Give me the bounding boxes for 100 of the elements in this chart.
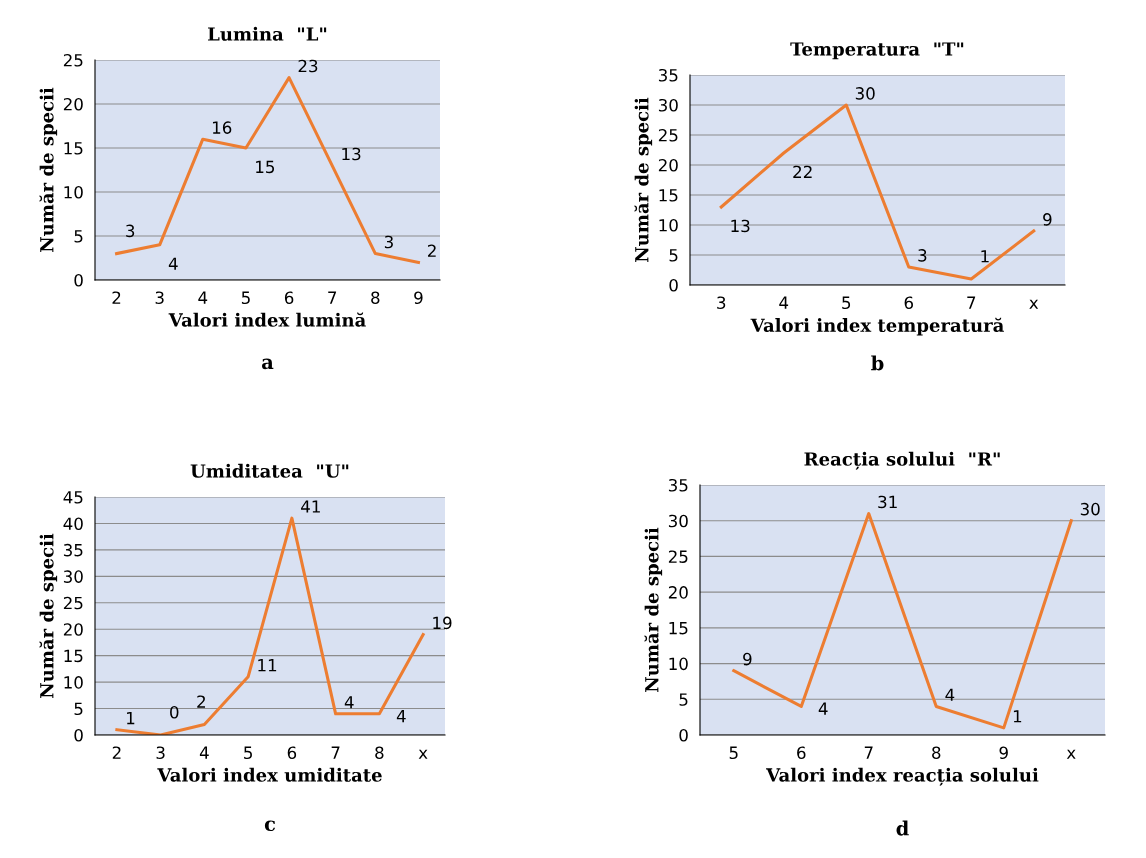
y-tick-label: 25	[63, 53, 83, 67]
x-tick-label: 5	[244, 746, 252, 760]
y-tick-label: 0	[74, 273, 83, 287]
y-tick-label: 25	[658, 128, 678, 142]
x-tick-label: 5	[842, 296, 851, 310]
y-tick-label: 20	[63, 623, 83, 636]
y-tick-label: 35	[63, 543, 83, 557]
text: c	[264, 820, 276, 832]
y-tick-label: 30	[668, 514, 688, 528]
data-label: 30	[1080, 502, 1100, 516]
data-label: 4	[945, 688, 955, 701]
y-tick-label: 10	[64, 676, 83, 689]
x-tick-label: 6	[287, 746, 297, 760]
chart-title: Temperatura "T"	[790, 42, 964, 60]
y-tick-label: 35	[658, 68, 678, 82]
text: d	[896, 820, 909, 836]
y-tick-label: 0	[679, 728, 688, 742]
y-tick-label: 20	[658, 158, 678, 172]
y-axis-title: Număr de specii	[39, 533, 58, 699]
x-tick-label: 6	[904, 296, 913, 310]
y-tick-label: 0	[669, 278, 678, 292]
x-tick-label: x	[1029, 299, 1039, 309]
y-tick-label: 15	[659, 189, 678, 202]
y-axis-title: Număr de specii	[634, 97, 653, 263]
y-tick-label: 5	[74, 230, 83, 243]
y-tick-label: 30	[658, 98, 678, 112]
x-tick-label: 4	[199, 746, 209, 759]
data-label: 2	[427, 244, 436, 257]
y-tick-label: 10	[64, 185, 83, 199]
data-label: 41	[301, 500, 320, 513]
x-tick-label: 3	[156, 746, 165, 760]
y-tick-label: 10	[669, 657, 688, 671]
data-label: 13	[342, 147, 361, 161]
x-tick-label: 6	[797, 746, 806, 760]
chart-title: Lumina "L"	[208, 26, 327, 41]
data-label: 3	[126, 224, 135, 238]
chart-title: Reacția solului "R"	[804, 451, 1000, 470]
x-axis-title: Valori index umiditate	[157, 767, 382, 782]
y-tick-label: 30	[63, 570, 83, 583]
x-axis-title: Valori index temperatură	[750, 317, 1004, 336]
data-label: 16	[212, 121, 232, 134]
x-axis-title: Valori index lumină	[168, 312, 366, 327]
data-label: 4	[818, 702, 828, 715]
y-tick-label: 45	[63, 491, 83, 504]
data-label: 3	[384, 235, 393, 249]
data-label: 4	[344, 696, 354, 709]
x-tick-label: 4	[198, 291, 208, 304]
y-tick-label: 15	[64, 142, 83, 155]
x-tick-label: 7	[331, 746, 340, 759]
x-tick-label: 9	[999, 746, 1008, 760]
y-tick-label: 5	[679, 693, 688, 706]
data-label: 4	[168, 257, 178, 270]
y-tick-label: 5	[669, 249, 678, 262]
x-tick-label: 7	[967, 296, 976, 309]
y-tick-label: 0	[74, 728, 83, 742]
text: b	[871, 355, 884, 371]
x-tick-label: 5	[729, 746, 738, 760]
x-tick-label: 8	[371, 291, 380, 305]
y-tick-label: 20	[63, 97, 83, 111]
text: a	[262, 358, 274, 370]
y-tick-label: 20	[668, 586, 688, 599]
x-tick-label: 6	[284, 291, 294, 305]
data-label: 1	[127, 712, 135, 725]
y-tick-label: 25	[668, 550, 688, 563]
data-label: 11	[258, 659, 277, 672]
x-tick-label: 9	[414, 291, 423, 305]
y-axis-title: Număr de specii	[39, 87, 58, 253]
data-label: 1	[1013, 710, 1022, 723]
line-series	[719, 103, 1036, 281]
data-label: 23	[298, 59, 318, 73]
x-tick-label: 4	[779, 296, 789, 309]
x-tick-label: 2	[112, 746, 121, 759]
data-label: 4	[396, 710, 406, 723]
y-tick-label: 40	[63, 517, 83, 531]
data-label: 30	[855, 87, 875, 100]
x-tick-label: 5	[241, 291, 250, 305]
data-label: 31	[878, 495, 897, 509]
x-tick-label: x	[1066, 749, 1076, 759]
chart-title: Umiditatea "U"	[190, 463, 349, 478]
y-tick-label: 25	[63, 596, 83, 610]
x-tick-label: x	[418, 749, 428, 759]
data-label: 13	[731, 219, 750, 233]
data-label: 22	[793, 165, 812, 178]
data-label: 15	[256, 160, 275, 174]
x-tick-label: 2	[112, 291, 121, 304]
y-tick-label: 5	[74, 702, 83, 716]
y-tick-label: 15	[669, 622, 688, 635]
x-tick-label: 8	[932, 746, 941, 760]
x-axis-title: Valori index reacția solului	[766, 767, 1039, 786]
line-series	[115, 516, 425, 735]
data-label: 1	[981, 250, 989, 263]
x-tick-label: 8	[375, 746, 384, 760]
data-label: 3	[918, 249, 927, 262]
data-label: 9	[1043, 213, 1052, 226]
data-label: 2	[197, 695, 205, 708]
x-tick-label: 7	[328, 291, 337, 304]
data-label: 0	[170, 705, 179, 719]
data-label: 19	[433, 616, 452, 630]
y-tick-label: 35	[668, 478, 688, 492]
data-label: 9	[743, 652, 752, 666]
